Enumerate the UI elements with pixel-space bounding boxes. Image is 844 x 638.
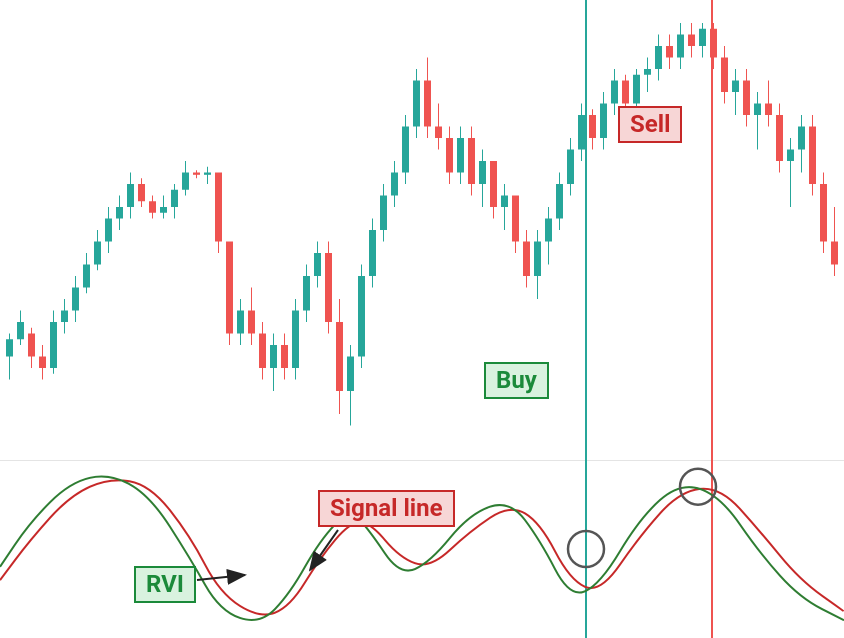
sell-label-text: Sell — [630, 110, 670, 138]
chart-container: Buy Sell Signal line RVI — [0, 0, 844, 638]
signal-line-label: Signal line — [318, 490, 455, 527]
sell-label: Sell — [618, 106, 682, 143]
rvi-label-text: RVI — [146, 570, 184, 598]
buy-label-text: Buy — [496, 366, 537, 394]
buy-label: Buy — [484, 362, 549, 399]
chart-svg — [0, 0, 844, 638]
signal-line-label-text: Signal line — [330, 494, 443, 522]
rvi-label: RVI — [134, 566, 196, 603]
